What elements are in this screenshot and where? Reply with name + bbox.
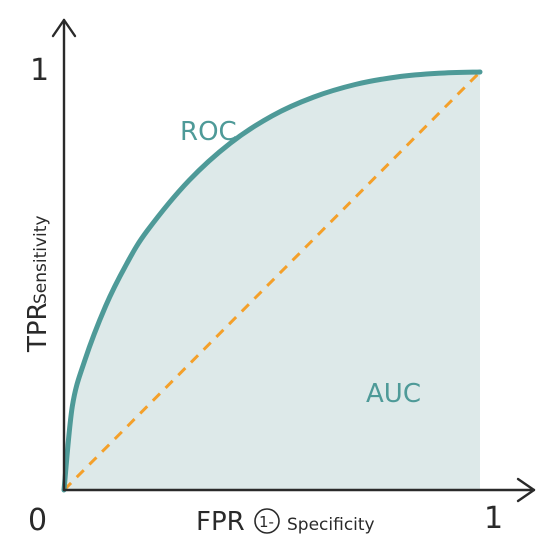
random-classifier-line bbox=[62, 70, 482, 492]
x-axis-arrow-icon bbox=[516, 477, 536, 503]
x-tick-label-0: 0 bbox=[28, 503, 47, 538]
x-axis-label-suffix: Specificity bbox=[287, 515, 375, 535]
circled-number-icon bbox=[254, 508, 280, 534]
y-axis-label-suffix: Sensitivity bbox=[31, 215, 51, 304]
y-tick-label-1: 1 bbox=[30, 53, 49, 88]
y-axis-label-group: TPR Sensitivity bbox=[23, 215, 53, 353]
y-axis-arrow-icon bbox=[51, 18, 77, 38]
x-axis-label-circled: 1- bbox=[259, 513, 274, 531]
x-axis-label: FPR bbox=[196, 507, 245, 537]
x-tick-label-1: 1 bbox=[484, 501, 503, 536]
y-axis-label: TPR bbox=[23, 302, 53, 353]
roc-series-label: ROC bbox=[180, 117, 237, 147]
auc-area-label: AUC bbox=[366, 379, 421, 409]
roc-curve bbox=[61, 69, 483, 493]
